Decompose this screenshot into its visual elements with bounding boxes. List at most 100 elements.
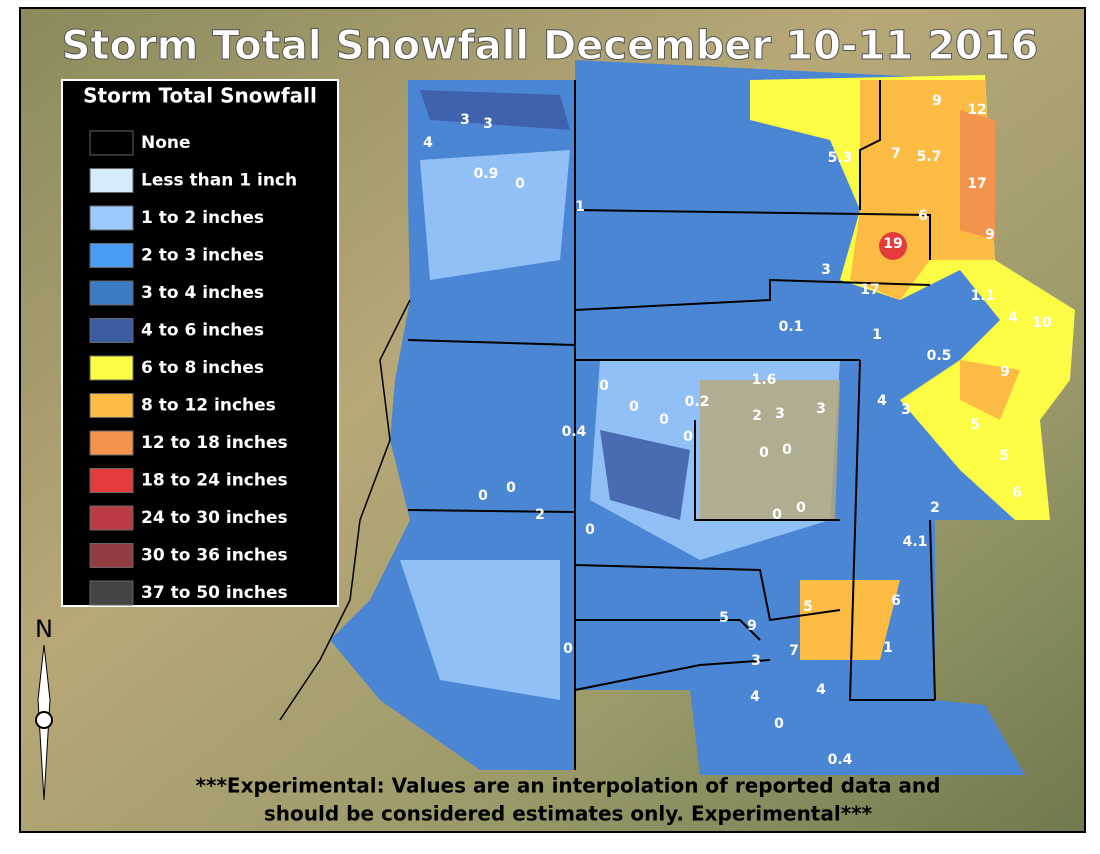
snow-value: 19 <box>883 236 902 252</box>
snow-value: 4.1 <box>903 534 928 550</box>
legend-swatch <box>89 543 134 568</box>
snow-value: 0.4 <box>562 424 587 440</box>
snow-value: 9 <box>1000 364 1010 380</box>
legend-label: 30 to 36 inches <box>141 546 288 566</box>
legend-label: 37 to 50 inches <box>141 583 288 603</box>
legend-swatch <box>89 468 134 493</box>
snow-value: 9 <box>747 618 757 634</box>
snow-value: 6 <box>1012 485 1022 501</box>
snow-value: 0 <box>599 378 609 394</box>
snow-value: 1 <box>872 327 882 343</box>
legend-title: Storm Total Snowfall <box>83 84 317 108</box>
legend-label: None <box>141 133 191 153</box>
snow-value: 0 <box>759 445 769 461</box>
snow-value: 2 <box>752 408 762 424</box>
disclaimer-line: should be considered estimates only. Exp… <box>264 802 873 826</box>
snow-value: 3 <box>751 653 761 669</box>
snow-value: 5 <box>719 610 729 626</box>
legend-swatch <box>89 393 134 418</box>
snow-value: 0.5 <box>927 348 952 364</box>
snow-value: 0 <box>478 488 488 504</box>
snow-value: 17 <box>860 282 879 298</box>
legend-label: 3 to 4 inches <box>141 283 264 303</box>
snow-value: 10 <box>1032 315 1052 331</box>
legend-label: 2 to 3 inches <box>141 246 264 266</box>
snow-value: 1.1 <box>971 288 996 304</box>
snow-value: 4 <box>816 682 826 698</box>
snow-value: 5.3 <box>828 150 853 166</box>
snow-value: 1.6 <box>752 372 777 388</box>
snow-value: 17 <box>967 176 986 192</box>
light-snow <box>400 150 840 700</box>
legend-swatch <box>89 280 134 306</box>
snow-value: 2 <box>535 507 545 523</box>
heavy-blue <box>420 90 690 520</box>
snow-value: 3 <box>460 112 470 128</box>
snow-value: 4 <box>750 689 760 705</box>
snow-value: 0.1 <box>779 319 804 335</box>
legend-label: Less than 1 inch <box>141 171 297 191</box>
map-title: Storm Total Snowfall December 10-11 2016 <box>62 23 1039 69</box>
snow-value: 0.4 <box>828 752 853 768</box>
snow-value: 0 <box>563 641 573 657</box>
snow-value: 0.9 <box>474 166 499 182</box>
snow-value: 5.7 <box>917 149 942 165</box>
deep-orange <box>960 110 995 240</box>
legend-swatch <box>89 130 134 156</box>
legend-label: 1 to 2 inches <box>141 208 264 228</box>
legend-swatch <box>89 243 134 268</box>
legend-label: 18 to 24 inches <box>141 471 288 491</box>
snow-value: 6 <box>891 593 901 609</box>
legend-label: 8 to 12 inches <box>141 396 276 416</box>
snow-value: 2 <box>930 500 940 516</box>
snow-value: 0 <box>796 500 806 516</box>
snow-value: 12 <box>967 102 986 118</box>
disclaimer-line: ***Experimental: Values are an interpola… <box>196 774 941 798</box>
snow-value: 0 <box>772 507 782 523</box>
snow-value: 4 <box>1008 310 1018 326</box>
red-spot <box>879 232 907 260</box>
snow-value: 3 <box>901 402 911 418</box>
snow-value: 9 <box>985 227 995 243</box>
snow-value: 4 <box>877 393 887 409</box>
snow-value: 0 <box>683 429 693 445</box>
snow-value: 0.2 <box>685 394 710 410</box>
snow-value: 0 <box>782 442 792 458</box>
snow-value: 5 <box>803 599 813 615</box>
snow-value: 9 <box>932 93 942 109</box>
legend-label: 6 to 8 inches <box>141 358 264 378</box>
snow-value: 1 <box>575 199 585 215</box>
legend-swatch <box>89 430 134 456</box>
legend-swatch <box>89 168 134 193</box>
snow-value: 3 <box>775 406 785 422</box>
snow-value: 0 <box>515 176 525 192</box>
snow-value: 1 <box>883 640 893 656</box>
snow-value: 6 <box>918 208 928 224</box>
snow-value: 0 <box>629 399 639 415</box>
snow-value: 7 <box>891 146 901 162</box>
snow-value: 0 <box>585 522 595 538</box>
snow-value: 7 <box>789 643 799 659</box>
snow-value: 4 <box>423 135 433 151</box>
snow-value: 5 <box>970 417 980 433</box>
north-label: N <box>35 615 53 643</box>
snow-value: 3 <box>816 401 826 417</box>
boundaries <box>279 80 936 770</box>
snow-value: 5 <box>999 448 1009 464</box>
snow-value: 0 <box>774 716 784 732</box>
legend-label: 4 to 6 inches <box>141 321 264 341</box>
legend-label: 12 to 18 inches <box>141 433 288 453</box>
snow-value: 3 <box>483 116 493 132</box>
snow-value: 3 <box>821 262 831 278</box>
snow-value: 0 <box>659 412 669 428</box>
no-snow <box>700 380 840 520</box>
legend-swatch <box>89 580 134 606</box>
legend-label: 24 to 30 inches <box>141 508 288 528</box>
legend-swatch <box>89 355 134 381</box>
legend-swatch <box>89 318 134 343</box>
north-arrow-hub <box>35 711 53 729</box>
legend-swatch <box>89 205 134 231</box>
snow-value: 0 <box>506 480 516 496</box>
legend-swatch <box>89 505 134 531</box>
